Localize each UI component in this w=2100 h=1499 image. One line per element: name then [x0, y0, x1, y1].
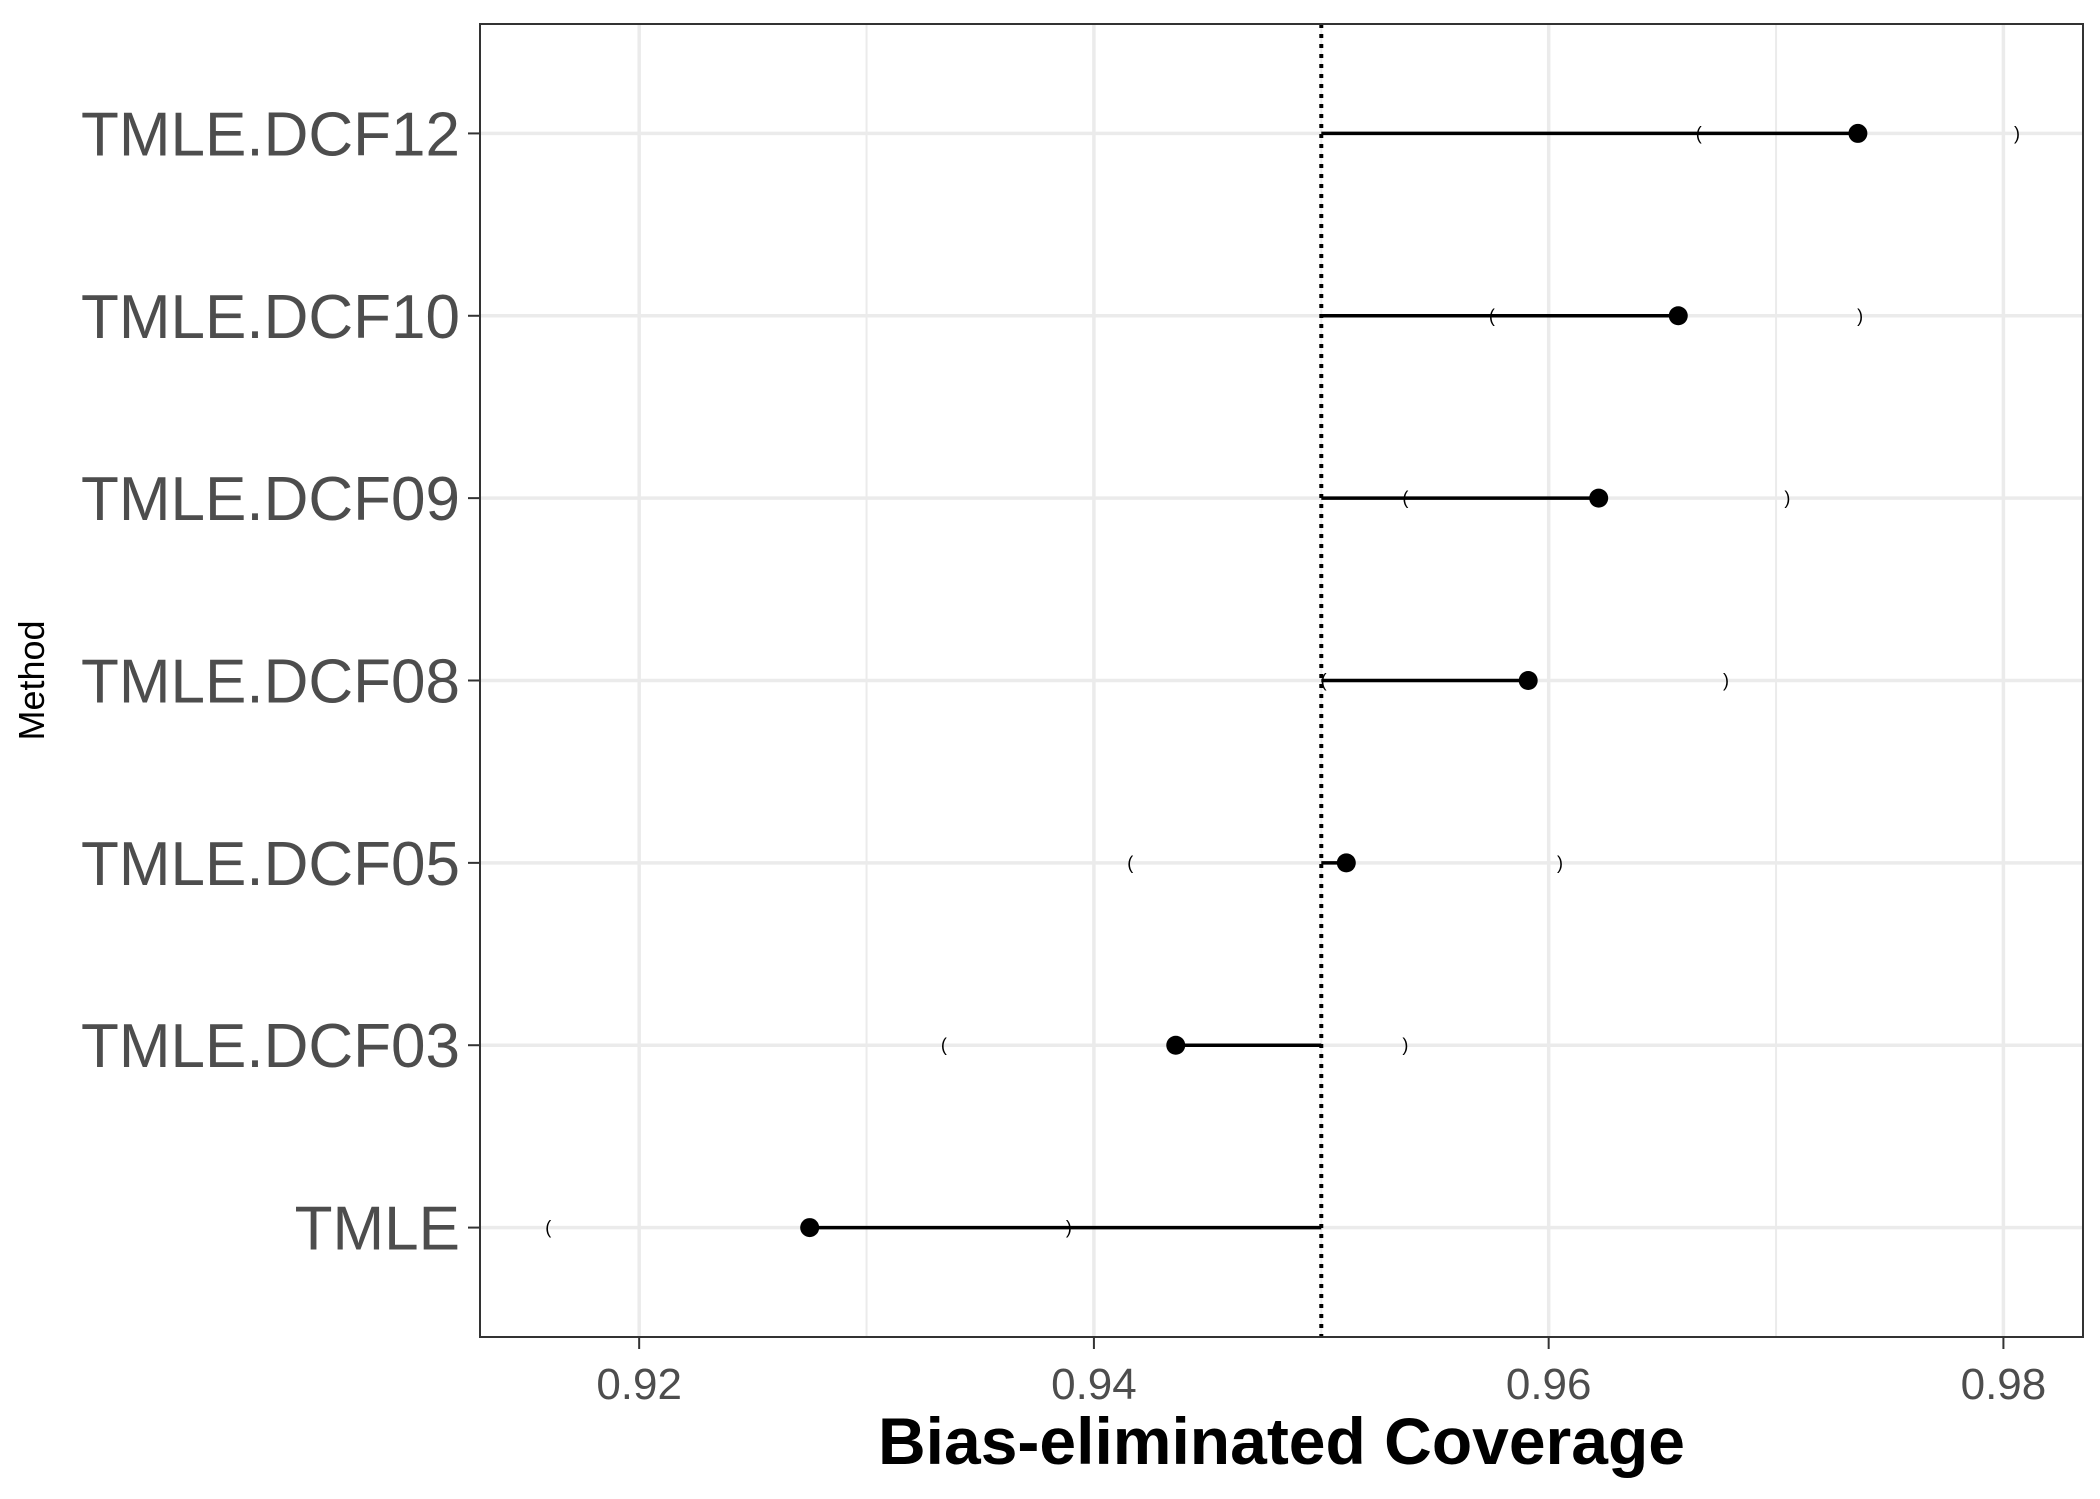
y-tick-label: TMLE.DCF05 — [81, 830, 460, 899]
y-axis-tick-labels: TMLE.DCF12 TMLE.DCF10 TMLE.DCF09 TMLE.DCF08… — [81, 100, 460, 1263]
ci-lower-mark: ( — [1402, 488, 1408, 508]
y-tick-label: TMLE.DCF03 — [81, 1012, 460, 1081]
ci-upper-mark: ) — [1066, 1218, 1072, 1238]
y-tick-label: TMLE.DCF08 — [81, 648, 460, 717]
x-tick-label: 0.92 — [596, 1360, 682, 1409]
ci-lower-mark: ( — [1696, 123, 1702, 143]
y-tick-label: TMLE.DCF09 — [81, 465, 460, 534]
y-tick-label: TMLE.DCF10 — [81, 283, 460, 352]
x-axis-tick-labels: 0.92 0.94 0.96 0.98 — [596, 1360, 2046, 1409]
point-tmle-dcf12 — [1848, 123, 1868, 143]
point-tmle-dcf03 — [1166, 1035, 1186, 1055]
ci-lower-mark: ( — [545, 1218, 551, 1238]
point-tmle-dcf10 — [1668, 306, 1688, 326]
segments — [809, 131, 1858, 1230]
ci-upper-mark: ) — [1723, 671, 1729, 691]
ci-lower-mark: ( — [1321, 671, 1327, 691]
ci-upper-mark: ) — [2014, 123, 2020, 143]
point-tmle-dcf05 — [1336, 853, 1356, 873]
y-tick-label: TMLE.DCF12 — [81, 100, 460, 169]
point-tmle-dcf08 — [1518, 671, 1538, 690]
points — [800, 123, 1868, 1238]
point-tmle — [800, 1218, 820, 1238]
x-tick-label: 0.98 — [1961, 1360, 2047, 1409]
y-tick-label: TMLE — [295, 1195, 460, 1264]
y-axis-ticks — [468, 132, 480, 1229]
ci-upper-mark: ) — [1557, 853, 1563, 873]
ci-upper-mark: ) — [1857, 306, 1863, 326]
ci-upper-mark: ) — [1784, 488, 1790, 508]
y-axis-title: Method — [11, 620, 52, 740]
ci-lower-mark: ( — [1127, 853, 1133, 873]
x-axis-ticks — [638, 1337, 2005, 1349]
x-axis-title: Bias-eliminated Coverage — [878, 1404, 1685, 1478]
ci-upper-mark: ) — [1402, 1035, 1408, 1055]
ci-marks: () () () () () () () — [545, 123, 2020, 1237]
x-tick-label: 0.94 — [1051, 1360, 1137, 1409]
point-tmle-dcf09 — [1589, 488, 1609, 508]
x-tick-label: 0.96 — [1506, 1360, 1592, 1409]
ci-lower-mark: ( — [1489, 306, 1495, 326]
ci-lower-mark: ( — [941, 1035, 947, 1055]
